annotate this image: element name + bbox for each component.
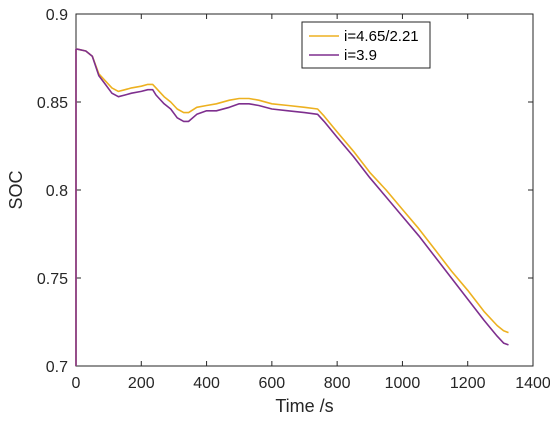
y-tick-label: 0.85 (37, 95, 68, 112)
y-tick-label: 0.8 (46, 183, 68, 200)
y-tick-label: 0.75 (37, 271, 68, 288)
x-tick-label: 400 (193, 375, 220, 392)
x-tick-label: 1000 (385, 375, 421, 392)
y-axis-label: SOC (6, 170, 26, 209)
series-lines (75, 48, 509, 366)
axes: 0 200 400 600 800 1000 1200 1400 0.7 0.75 0.8 0.85 0… (6, 7, 550, 416)
x-axis-label: Time /s (275, 396, 333, 416)
x-tick-label: 1400 (515, 375, 550, 392)
legend-box (301, 21, 431, 69)
legend-entry-label: i=4.65/2.21 (344, 28, 419, 45)
y-tick-label: 0.7 (46, 359, 68, 376)
series-line-2 (75, 48, 509, 366)
legend: i=4.65/2.21 i=3.9 (301, 21, 431, 69)
x-tick-label: 1200 (450, 375, 486, 392)
x-tick-label: 600 (259, 375, 286, 392)
x-tick-label: 200 (128, 375, 155, 392)
y-tick-label: 0.9 (46, 7, 68, 24)
legend-entry-label: i=3.9 (344, 47, 377, 64)
x-tick-label: 800 (324, 375, 351, 392)
series-line-1 (75, 48, 509, 366)
x-tick-label: 0 (72, 375, 81, 392)
